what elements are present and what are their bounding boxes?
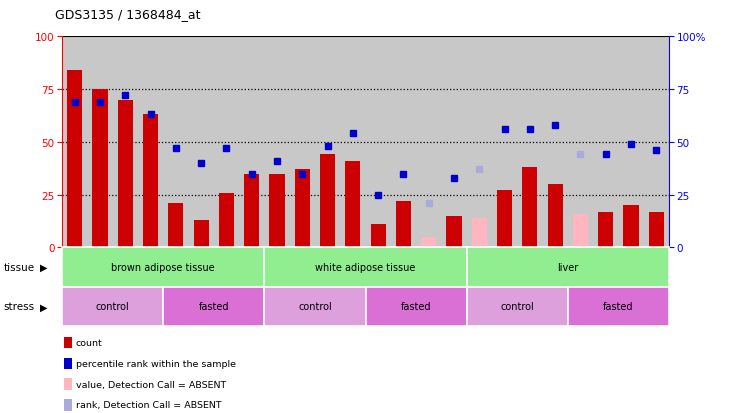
Bar	[548, 185, 563, 248]
Bar	[421, 237, 436, 248]
Bar	[92, 90, 107, 248]
Bar	[320, 155, 335, 248]
Text: count: count	[76, 338, 103, 347]
Bar	[168, 204, 183, 248]
Text: control: control	[500, 301, 534, 312]
Text: fasted: fasted	[401, 301, 431, 312]
Bar	[265, 248, 466, 287]
Bar	[624, 206, 638, 248]
Bar	[345, 161, 360, 248]
Text: fasted: fasted	[199, 301, 229, 312]
Bar	[568, 287, 669, 326]
Bar	[270, 174, 284, 248]
Bar	[371, 225, 386, 248]
Text: stress: stress	[4, 301, 35, 312]
Bar	[265, 287, 366, 326]
Text: brown adipose tissue: brown adipose tissue	[111, 262, 215, 273]
Bar	[466, 248, 669, 287]
Bar	[447, 216, 461, 248]
Bar	[64, 378, 72, 390]
Bar	[219, 193, 234, 248]
Text: white adipose tissue: white adipose tissue	[315, 262, 416, 273]
Bar	[64, 337, 72, 349]
Bar	[64, 358, 72, 369]
Text: value, Detection Call = ABSENT: value, Detection Call = ABSENT	[76, 380, 226, 389]
Bar	[366, 287, 466, 326]
Bar	[573, 214, 588, 248]
Text: control: control	[298, 301, 332, 312]
Bar	[67, 71, 83, 248]
Text: ▶: ▶	[40, 301, 48, 312]
Text: GDS3135 / 1368484_at: GDS3135 / 1368484_at	[55, 8, 200, 21]
Text: liver: liver	[557, 262, 578, 273]
Bar	[244, 174, 260, 248]
Bar	[194, 221, 209, 248]
Bar	[143, 115, 158, 248]
Bar	[163, 287, 265, 326]
Text: ▶: ▶	[40, 262, 48, 273]
Text: rank, Detection Call = ABSENT: rank, Detection Call = ABSENT	[76, 400, 221, 409]
Bar	[598, 212, 613, 248]
Bar	[497, 191, 512, 248]
Bar	[648, 212, 664, 248]
Bar	[466, 287, 568, 326]
Bar	[62, 287, 163, 326]
Bar	[118, 100, 133, 248]
Bar	[295, 170, 310, 248]
Bar	[64, 399, 72, 411]
Bar	[62, 248, 265, 287]
Text: tissue: tissue	[4, 262, 35, 273]
Bar	[471, 218, 487, 248]
Bar	[522, 168, 537, 248]
Text: control: control	[96, 301, 129, 312]
Text: fasted: fasted	[603, 301, 634, 312]
Bar	[395, 202, 411, 248]
Text: percentile rank within the sample: percentile rank within the sample	[76, 359, 236, 368]
